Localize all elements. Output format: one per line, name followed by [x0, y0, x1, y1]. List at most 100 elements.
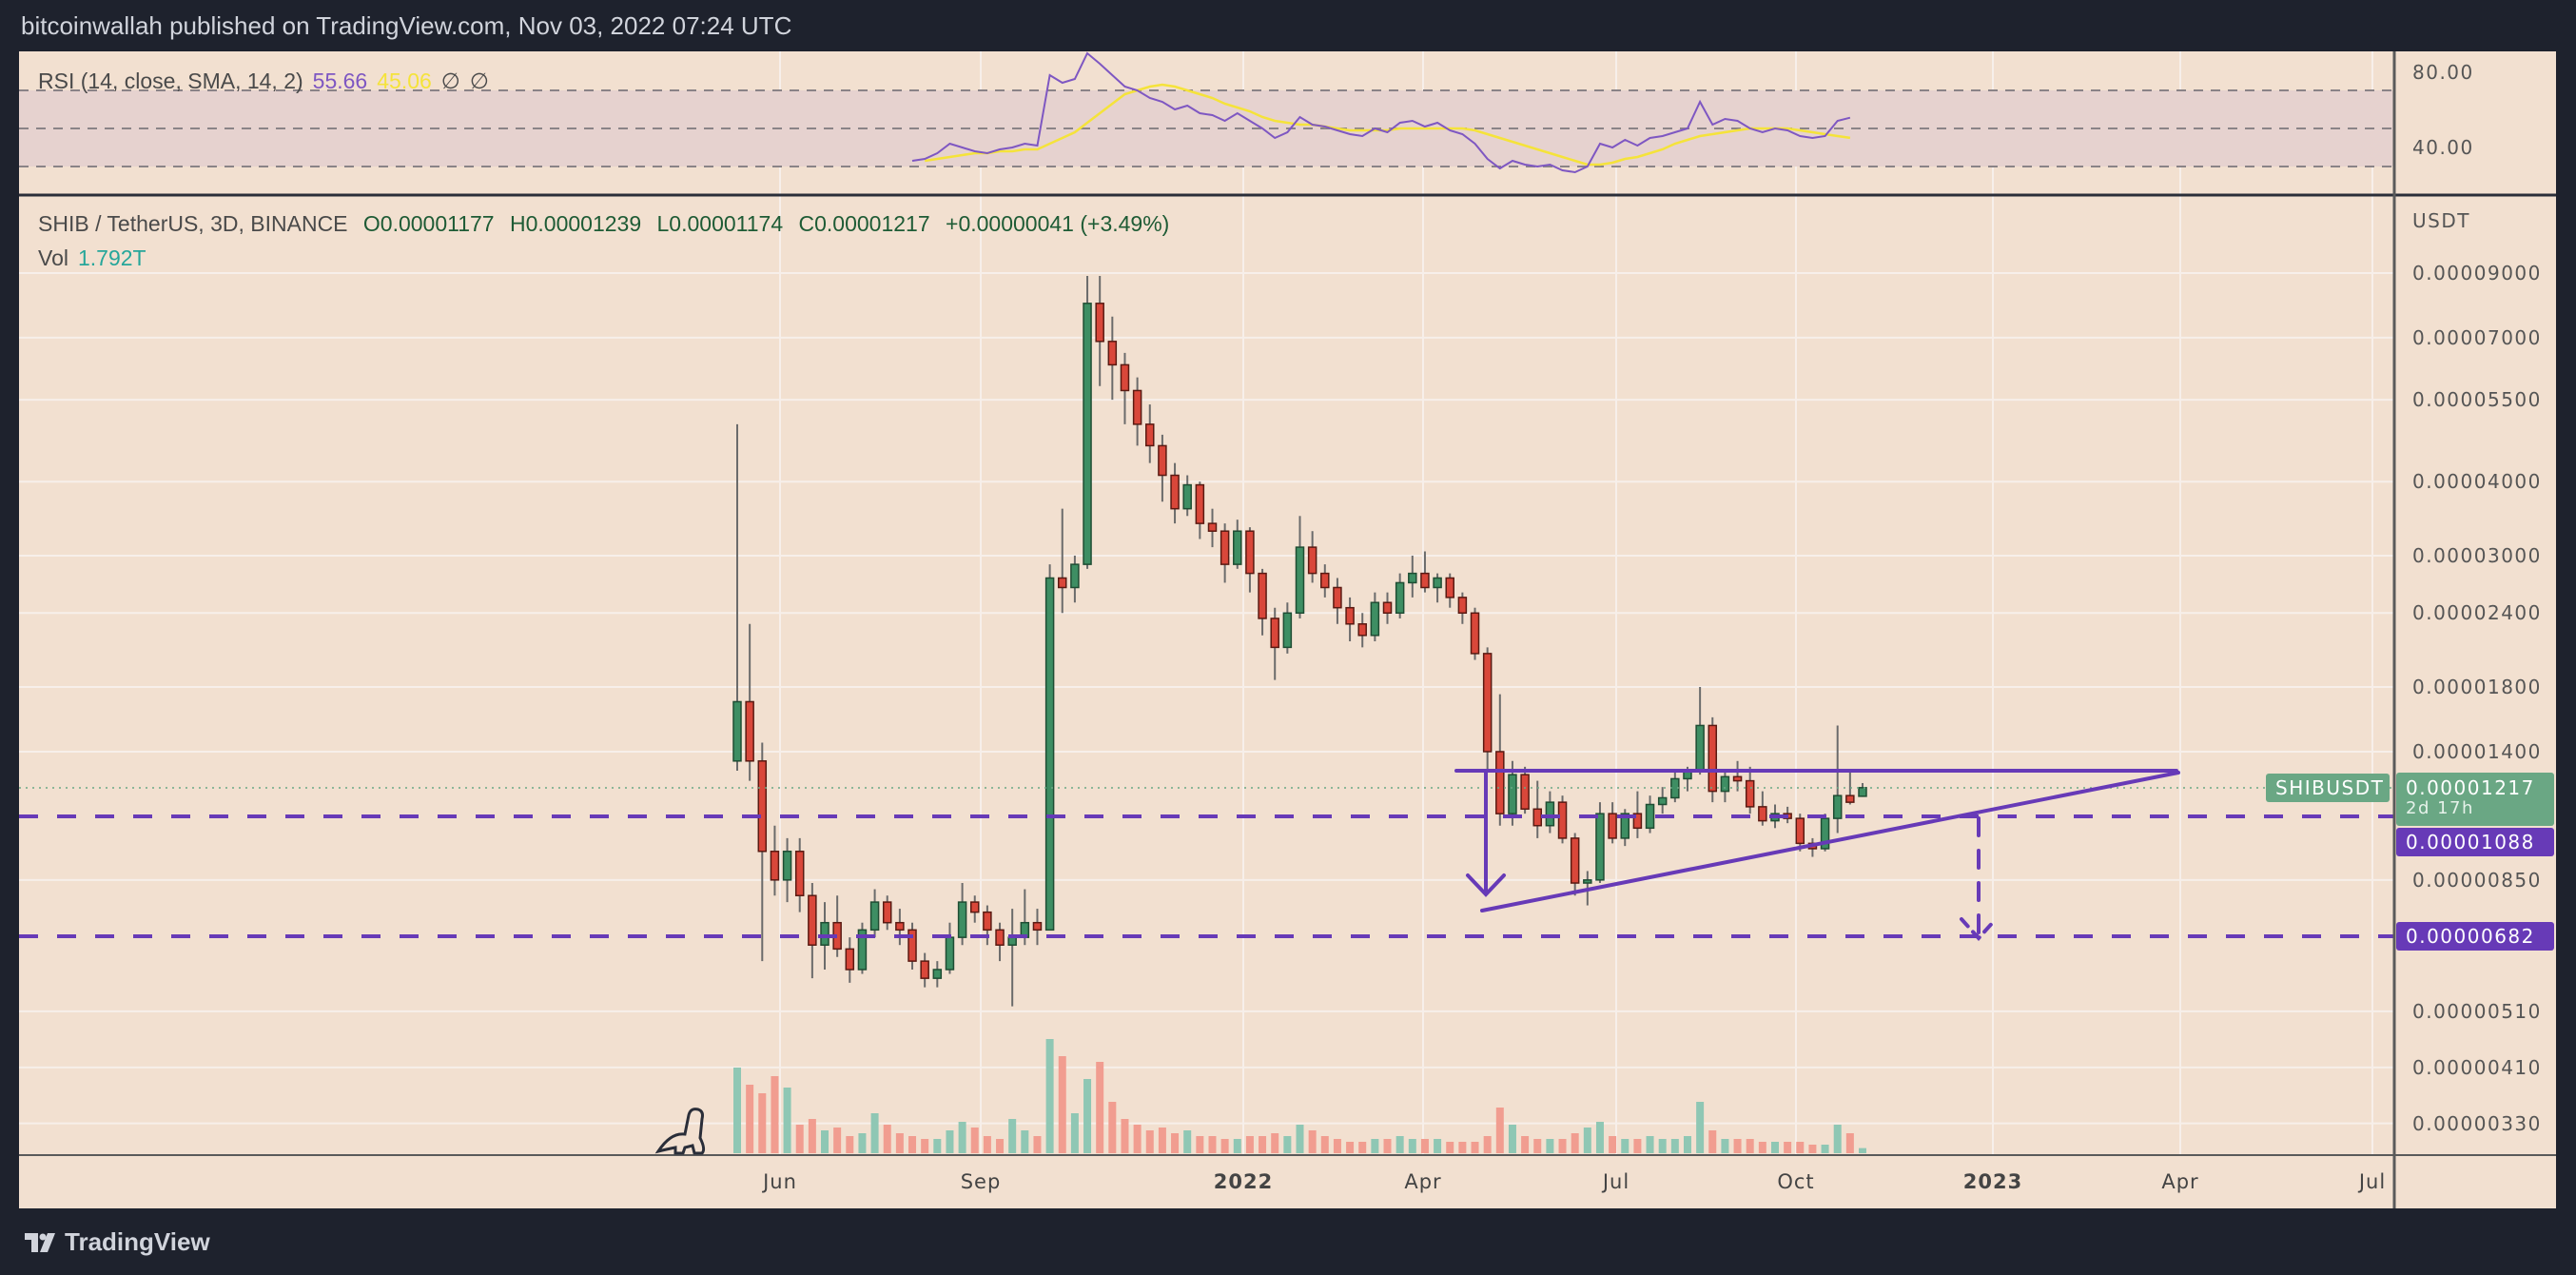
- candle-body: [1645, 803, 1655, 830]
- candle: [832, 895, 842, 957]
- brand-name: TradingView: [65, 1227, 210, 1256]
- rsi-line: [911, 51, 1851, 174]
- candle-body: [1457, 597, 1468, 615]
- candle: [1732, 760, 1743, 792]
- candle-body: [1420, 572, 1430, 589]
- volume-bar: [1658, 1139, 1667, 1153]
- candle-body: [1044, 577, 1055, 932]
- candle-body: [1583, 879, 1592, 884]
- volume-bar: [1521, 1136, 1530, 1153]
- price-tick: 0.00007000: [2412, 325, 2542, 349]
- tradingview-dino-logo: [654, 1108, 706, 1155]
- candle: [1233, 520, 1242, 569]
- candle-body: [957, 901, 967, 938]
- symbol-price-tag: SHIBUSDT: [2266, 774, 2390, 802]
- volume-bar: [1183, 1130, 1192, 1153]
- price-tick: 0.00000850: [2412, 868, 2542, 892]
- candle: [1670, 770, 1680, 803]
- candle: [1282, 602, 1293, 654]
- candle: [1044, 564, 1055, 932]
- support-level-tag: 0.00001088: [2396, 828, 2554, 856]
- volume-bar: [1571, 1133, 1579, 1153]
- volume-bar: [870, 1113, 879, 1153]
- candle: [1132, 377, 1142, 446]
- candle-body: [869, 901, 880, 932]
- candle: [1595, 802, 1605, 884]
- candle: [932, 961, 943, 988]
- candle-body: [1832, 794, 1843, 819]
- candle-body: [845, 948, 855, 971]
- candle: [1520, 766, 1530, 814]
- symbol-legend[interactable]: SHIB / TetherUS, 3D, BINANCE O0.00001177…: [38, 211, 1179, 237]
- candle-body: [1307, 546, 1317, 575]
- volume-bar: [1821, 1145, 1829, 1153]
- candle-body: [1608, 813, 1617, 839]
- candle-body: [1382, 601, 1393, 615]
- volume-bar: [1446, 1142, 1454, 1153]
- candle: [1158, 434, 1167, 502]
- candle-body: [1370, 601, 1380, 637]
- candle: [1758, 791, 1767, 826]
- candle-body: [1158, 444, 1167, 477]
- volume-bar: [1083, 1079, 1092, 1153]
- candle: [1207, 508, 1218, 548]
- rsi-sma-line: [925, 83, 1851, 167]
- volume-bar: [895, 1133, 904, 1153]
- volume-bar: [808, 1119, 816, 1153]
- candle-body: [882, 901, 892, 924]
- candle-body: [794, 851, 805, 896]
- candle-body: [945, 936, 955, 971]
- candle: [1645, 795, 1655, 834]
- volume-bar: [933, 1139, 942, 1153]
- price-tick: 0.00004000: [2412, 470, 2542, 494]
- candle-body: [1620, 813, 1630, 839]
- candle-body: [808, 894, 817, 946]
- candle: [920, 952, 929, 988]
- footer-brand[interactable]: TradingView: [25, 1227, 210, 1257]
- volume-bar: [795, 1125, 804, 1153]
- candle-body: [1245, 530, 1255, 575]
- volume-bar: [821, 1130, 829, 1153]
- volume-bar: [1021, 1130, 1029, 1153]
- time-tick: Apr: [2161, 1170, 2199, 1193]
- volume-bar: [1346, 1142, 1355, 1153]
- candle: [1482, 647, 1493, 771]
- candle: [1333, 578, 1342, 624]
- volume-bar: [833, 1128, 842, 1153]
- candle-body: [1132, 389, 1142, 425]
- volume-bar: [1434, 1139, 1442, 1153]
- candle: [1245, 527, 1255, 593]
- ascending-trendline: [1480, 771, 2180, 912]
- candle-body: [1557, 801, 1568, 839]
- candle-body: [1207, 522, 1218, 532]
- volume-bar: [1583, 1128, 1591, 1153]
- candle-body: [1657, 796, 1668, 806]
- volume-bar: [1096, 1062, 1104, 1153]
- volume-bar: [1733, 1139, 1742, 1153]
- candle: [770, 825, 780, 896]
- candle: [1820, 814, 1830, 852]
- volume-legend[interactable]: Vol 1.792T: [38, 245, 156, 271]
- candle-body: [1545, 801, 1555, 827]
- candle-body: [1508, 774, 1517, 814]
- price-tick: 0.00001400: [2412, 739, 2542, 763]
- candle-body: [1820, 817, 1830, 850]
- time-tick: Jun: [763, 1170, 797, 1193]
- candle: [895, 909, 905, 946]
- candle: [1708, 716, 1718, 803]
- volume-bar: [1045, 1039, 1054, 1153]
- candle: [1107, 316, 1118, 401]
- candle-body: [1107, 341, 1118, 366]
- candle-body: [1345, 606, 1355, 625]
- rsi-legend[interactable]: RSI (14, close, SMA, 14, 2) 55.66 45.06 ∅ ∅: [38, 69, 498, 94]
- candles: [732, 276, 1867, 1007]
- candle: [1858, 782, 1867, 797]
- candle-body: [1732, 775, 1743, 782]
- volume-bar: [1395, 1136, 1404, 1153]
- candle: [1608, 802, 1617, 844]
- volume-bar: [1621, 1139, 1630, 1153]
- candle: [1745, 766, 1755, 814]
- candle-body: [757, 760, 768, 853]
- candle-body: [1295, 546, 1305, 615]
